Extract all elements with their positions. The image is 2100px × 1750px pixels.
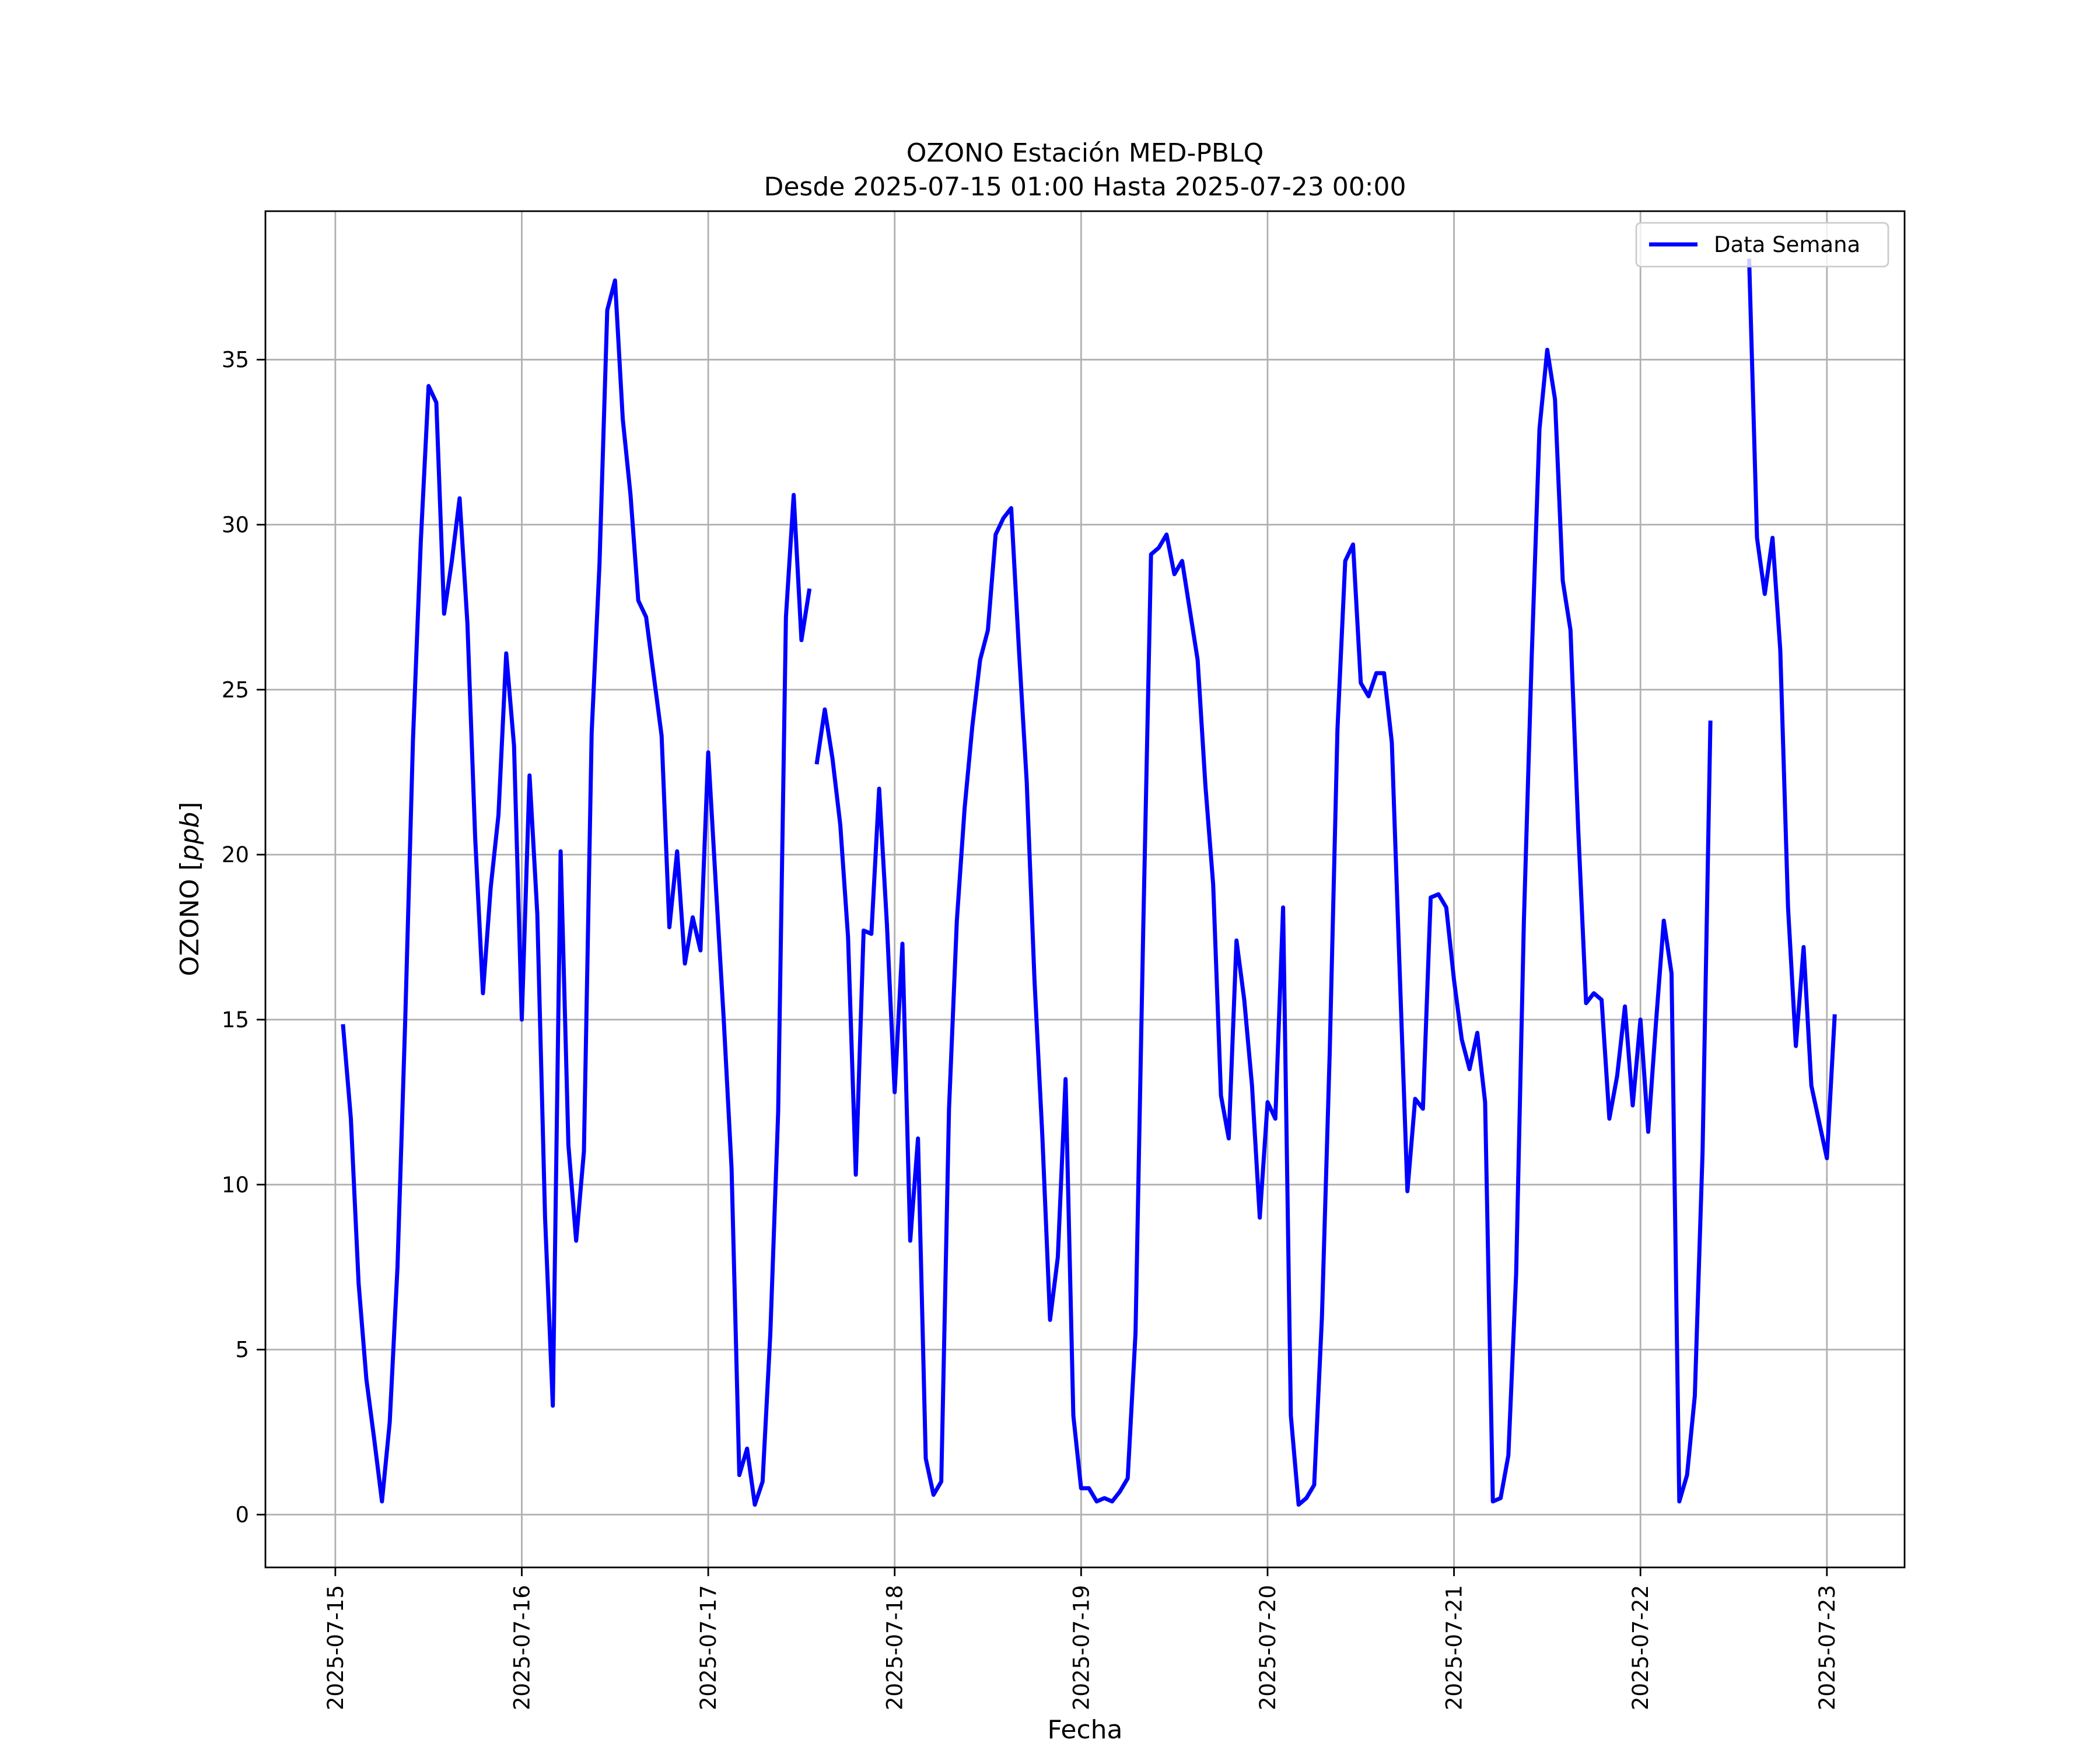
series-line-segment bbox=[341, 278, 812, 1507]
legend-label: Data Semana bbox=[1714, 232, 1860, 257]
x-tick-label: 2025-07-17 bbox=[696, 1585, 721, 1710]
legend: Data Semana bbox=[1635, 222, 1889, 268]
y-axis-label-suffix: ] bbox=[175, 802, 205, 811]
x-tick-label: 2025-07-15 bbox=[323, 1585, 348, 1710]
series-layer bbox=[341, 258, 1837, 1507]
y-axis-label-prefix: OZONO [ bbox=[175, 860, 205, 976]
y-tick-label: 25 bbox=[222, 677, 249, 702]
y-axis-label-unit: ppb bbox=[175, 812, 205, 862]
y-axis-ticks: 0 5 10 15 20 25 30 35 bbox=[222, 348, 265, 1527]
x-axis-label: Fecha bbox=[1047, 1715, 1122, 1745]
grid-lines bbox=[265, 211, 1905, 1567]
y-tick-label: 30 bbox=[222, 512, 249, 537]
x-tick-label: 2025-07-19 bbox=[1069, 1585, 1094, 1710]
x-tick-label: 2025-07-16 bbox=[509, 1585, 534, 1710]
x-tick-label: 2025-07-20 bbox=[1255, 1585, 1280, 1710]
chart-title: OZONO Estación MED-PBLQ bbox=[907, 138, 1264, 168]
x-tick-label: 2025-07-23 bbox=[1815, 1585, 1840, 1710]
chart-subtitle: Desde 2025-07-15 01:00 Hasta 2025-07-23 … bbox=[764, 172, 1406, 202]
series-line-segment bbox=[814, 348, 1713, 1507]
y-axis-label: OZONO [ppb] bbox=[175, 802, 205, 976]
x-tick-label: 2025-07-22 bbox=[1628, 1585, 1653, 1710]
plot-frame bbox=[264, 210, 1906, 1569]
chart-title-block: OZONO Estación MED-PBLQ Desde 2025-07-15… bbox=[764, 138, 1406, 202]
y-tick-label: 5 bbox=[235, 1338, 249, 1363]
x-tick-label: 2025-07-21 bbox=[1442, 1585, 1467, 1710]
y-tick-label: 20 bbox=[222, 842, 249, 867]
y-tick-label: 15 bbox=[222, 1007, 249, 1032]
y-tick-label: 0 bbox=[235, 1502, 249, 1527]
legend-box bbox=[1635, 222, 1889, 268]
x-axis-ticks: 2025-07-15 2025-07-16 2025-07-17 2025-07-18… bbox=[323, 1567, 1840, 1710]
y-tick-label: 10 bbox=[222, 1172, 249, 1198]
series-line-segment bbox=[1747, 258, 1837, 1160]
x-tick-label: 2025-07-18 bbox=[883, 1585, 908, 1710]
y-tick-label: 35 bbox=[222, 348, 249, 373]
